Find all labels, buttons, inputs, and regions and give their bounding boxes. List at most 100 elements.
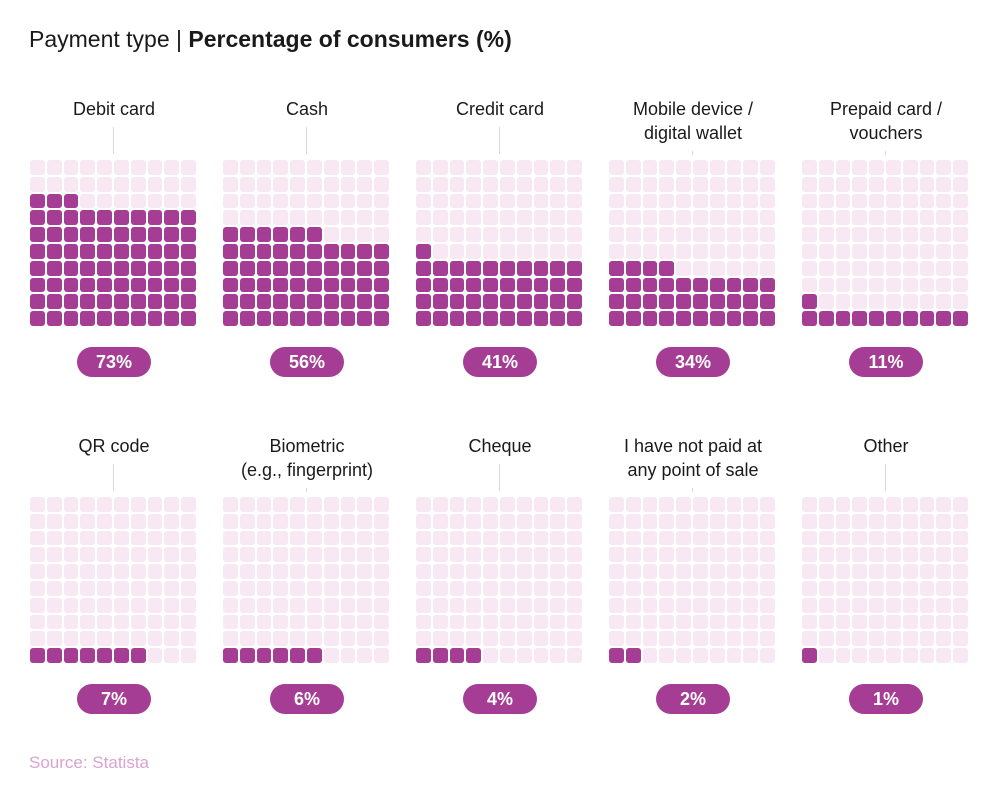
waffle-cell-empty	[239, 210, 255, 226]
waffle-cell-empty	[164, 497, 180, 512]
waffle-cell-empty	[818, 631, 834, 647]
waffle-cell-filled	[147, 294, 163, 310]
waffle-cell-empty	[567, 564, 582, 579]
waffle-cell-empty	[416, 581, 431, 596]
waffle-cell-filled	[30, 260, 45, 276]
waffle-cell-empty	[953, 648, 968, 663]
waffle-cell-filled	[181, 244, 196, 259]
waffle-cell-empty	[46, 564, 62, 579]
waffle-cell-empty	[97, 597, 112, 613]
waffle-cell-empty	[114, 614, 129, 630]
waffle-cell-filled	[625, 260, 641, 276]
waffle-cell-empty	[676, 210, 691, 226]
waffle-cell-empty	[919, 614, 935, 630]
waffle-cell-empty	[886, 160, 901, 175]
waffle-cell-empty	[516, 513, 532, 529]
waffle-cell-empty	[323, 160, 339, 175]
waffle-cell-filled	[164, 244, 180, 259]
waffle-cell-empty	[567, 614, 582, 630]
waffle-cell-filled	[223, 648, 238, 663]
waffle-cell-empty	[307, 597, 322, 613]
waffle-cell-filled	[147, 260, 163, 276]
waffle-cell-filled	[273, 294, 289, 310]
waffle-cell-filled	[239, 260, 255, 276]
waffle-cell-empty	[449, 497, 465, 512]
waffle-cell-empty	[307, 513, 322, 529]
waffle-cell-empty	[340, 547, 356, 563]
waffle-cell-empty	[818, 176, 834, 192]
waffle-cell-filled	[449, 260, 465, 276]
waffle-cell-empty	[340, 160, 356, 175]
waffle-cell-empty	[239, 160, 255, 175]
waffle-cell-empty	[239, 564, 255, 579]
waffle-cell-empty	[609, 631, 624, 647]
waffle-cell-empty	[550, 597, 566, 613]
waffle-cell-empty	[852, 294, 868, 310]
waffle-cell-filled	[466, 260, 482, 276]
label-connector	[885, 464, 886, 491]
waffle-cell-empty	[114, 530, 129, 546]
waffle-cell-empty	[357, 497, 373, 512]
waffle-cell-empty	[659, 176, 675, 192]
waffle-cell-filled	[466, 294, 482, 310]
waffle-cell-empty	[936, 497, 952, 512]
waffle-cell-empty	[676, 227, 691, 242]
chart-title: Payment type | Percentage of consumers (…	[29, 26, 512, 53]
waffle-cell-empty	[46, 176, 62, 192]
waffle-cell-empty	[432, 513, 448, 529]
waffle-cells	[416, 497, 584, 665]
waffle-cell-empty	[852, 648, 868, 663]
waffle-cell-empty	[693, 564, 708, 579]
waffle-cell-empty	[307, 193, 322, 209]
waffle-cell-filled	[273, 260, 289, 276]
waffle-cell-empty	[953, 294, 968, 310]
waffle-cell-empty	[726, 564, 742, 579]
waffle-cell-empty	[726, 631, 742, 647]
waffle-cell-filled	[567, 294, 582, 310]
waffle-cell-empty	[609, 160, 624, 175]
waffle-cell-empty	[818, 160, 834, 175]
waffle-cell-empty	[307, 547, 322, 563]
waffle-cell-empty	[239, 597, 255, 613]
waffle-cell-filled	[550, 277, 566, 293]
waffle-cells	[802, 160, 970, 328]
waffle-cell-filled	[30, 277, 45, 293]
waffle-cell-empty	[273, 631, 289, 647]
waffle-cell-empty	[743, 581, 759, 596]
waffle-cell-empty	[818, 260, 834, 276]
waffle-cell-empty	[726, 176, 742, 192]
waffle-cell-filled	[239, 244, 255, 259]
waffle-cell-filled	[609, 648, 624, 663]
waffle-cell-empty	[886, 497, 901, 512]
waffle-cell-empty	[500, 176, 515, 192]
waffle-cell-filled	[181, 294, 196, 310]
waffle-cell-empty	[290, 581, 305, 596]
waffle-cell-empty	[953, 244, 968, 259]
waffle-cell-empty	[483, 513, 498, 529]
waffle-cell-empty	[743, 564, 759, 579]
waffle-cell-empty	[374, 176, 389, 192]
waffle-cell-empty	[642, 210, 658, 226]
waffle-cell-empty	[239, 631, 255, 647]
waffle-cell-empty	[709, 530, 725, 546]
waffle-cell-empty	[852, 581, 868, 596]
waffle-cell-empty	[659, 513, 675, 529]
waffle-cell-empty	[743, 160, 759, 175]
waffle-cell-empty	[953, 176, 968, 192]
waffle-cell-filled	[340, 294, 356, 310]
waffle-cell-filled	[516, 311, 532, 326]
waffle-cell-empty	[567, 176, 582, 192]
waffle-cell-empty	[357, 193, 373, 209]
waffle-cell-empty	[609, 547, 624, 563]
waffle-cell-empty	[550, 497, 566, 512]
waffle-cell-empty	[97, 497, 112, 512]
waffle-cell-filled	[726, 294, 742, 310]
waffle-cell-empty	[340, 648, 356, 663]
waffle-cell-empty	[567, 631, 582, 647]
waffle-cell-filled	[97, 260, 112, 276]
waffle-cell-empty	[181, 513, 196, 529]
waffle-cell-empty	[642, 244, 658, 259]
waffle-cell-empty	[818, 294, 834, 310]
waffle-cell-empty	[869, 513, 884, 529]
waffle-cell-filled	[164, 227, 180, 242]
